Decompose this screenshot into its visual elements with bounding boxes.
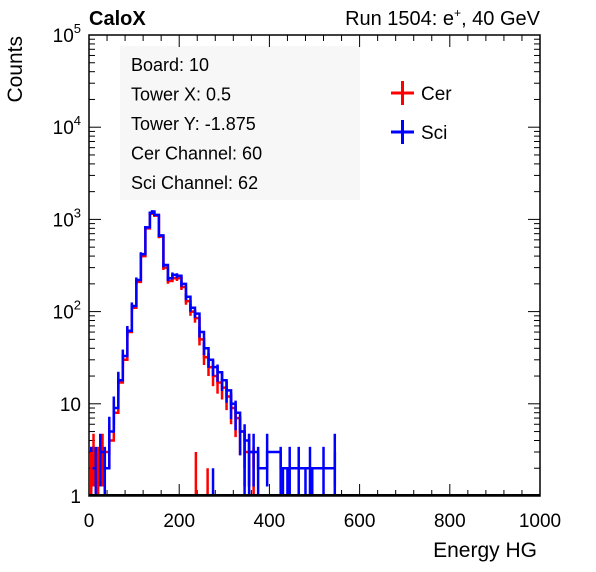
y-tick-label: 105 <box>53 21 81 47</box>
y-tick-label: 104 <box>53 113 81 139</box>
y-tick-label: 1 <box>70 487 81 508</box>
legend-cer-marker <box>391 81 414 105</box>
legend: Cer Sci <box>391 81 452 144</box>
x-tick-label: 1000 <box>519 511 561 532</box>
info-line: Tower Y: -1.875 <box>131 114 256 134</box>
x-axis-label: Energy HG <box>433 539 537 562</box>
x-tick-label: 200 <box>163 511 195 532</box>
right-title-prefix: Run 1504: e <box>345 8 454 30</box>
legend-sci-label: Sci <box>421 123 447 144</box>
info-box <box>120 46 360 200</box>
right-title-suffix: , 40 GeV <box>461 8 541 30</box>
legend-cer-label: Cer <box>421 84 452 105</box>
legend-sci-marker <box>391 120 414 144</box>
right-title-sup: + <box>454 6 461 20</box>
info-line: Sci Channel: 62 <box>131 173 258 193</box>
x-tick-label: 800 <box>434 511 466 532</box>
series-line-cer <box>90 210 255 496</box>
x-tick-label: 600 <box>344 511 376 532</box>
y-tick-label: 10 <box>60 395 81 416</box>
left-title: CaloX <box>89 8 146 30</box>
info-line: Tower X: 0.5 <box>131 85 231 105</box>
x-tick-label: 400 <box>254 511 286 532</box>
right-title: Run 1504: e+, 40 GeV <box>345 6 541 30</box>
y-tick-label: 102 <box>53 298 81 324</box>
info-line: Board: 10 <box>131 55 209 75</box>
info-line: Cer Channel: 60 <box>131 144 262 164</box>
y-axis-label: Counts <box>4 36 27 103</box>
y-tick-label: 103 <box>53 205 81 231</box>
x-tick-label: 0 <box>84 511 95 532</box>
